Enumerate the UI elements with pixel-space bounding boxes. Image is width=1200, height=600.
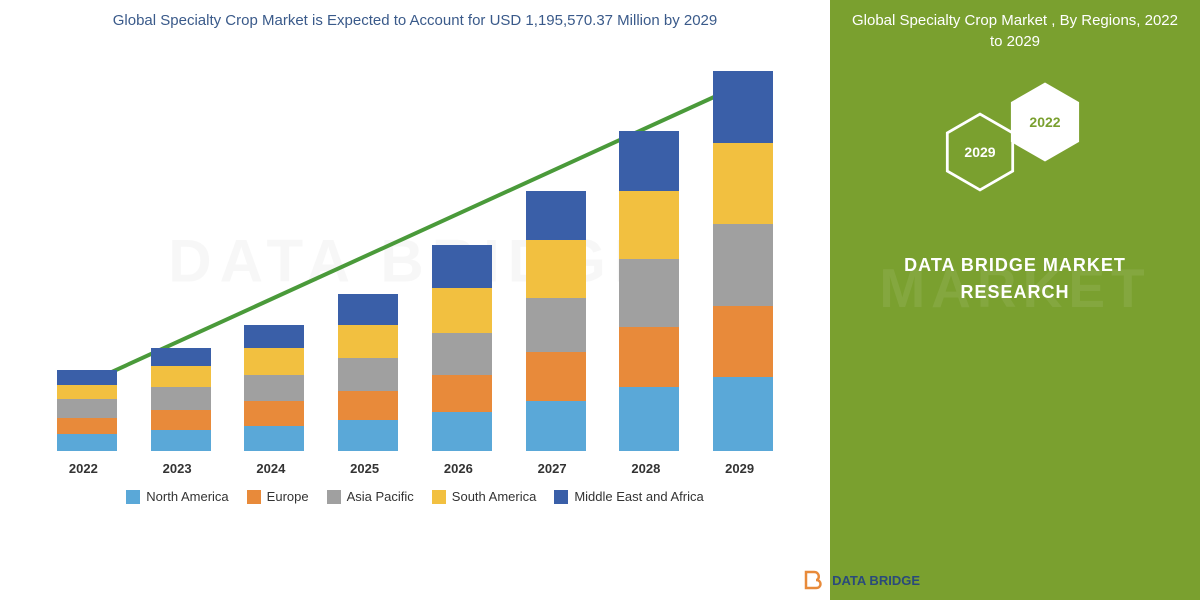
legend-label: Asia Pacific: [347, 489, 414, 504]
bar-segment-north-america: [338, 420, 398, 451]
bar-segment-north-america: [526, 401, 586, 451]
bar-segment-asia-pacific: [338, 358, 398, 391]
bar-segment-europe: [338, 391, 398, 420]
bar-stack: [526, 191, 586, 451]
bar-stack: [432, 245, 492, 451]
bar-segment-europe: [244, 401, 304, 426]
hexagon-2029: 2029: [945, 112, 1015, 192]
chart-area: DATA BRIDGE 2022202320242025202620272028…: [20, 41, 810, 481]
bar-stack: [619, 131, 679, 451]
x-axis-label: 2029: [725, 461, 754, 476]
bar-segment-europe: [713, 306, 773, 376]
legend-item-europe: Europe: [247, 489, 309, 504]
bar-segment-middle-east-and-africa: [338, 294, 398, 325]
bar-segment-europe: [619, 327, 679, 387]
chart-section: Global Specialty Crop Market is Expected…: [0, 0, 830, 600]
bar-group-2028: [614, 131, 684, 451]
bar-segment-asia-pacific: [151, 387, 211, 410]
bar-segment-south-america: [244, 348, 304, 375]
bar-group-2025: [333, 294, 403, 451]
bar-segment-middle-east-and-africa: [151, 348, 211, 367]
bar-group-2026: [427, 245, 497, 451]
chart-title: Global Specialty Crop Market is Expected…: [20, 10, 810, 31]
x-axis-label: 2023: [163, 461, 192, 476]
bottom-logo-text: DATA BRIDGE: [832, 573, 920, 588]
bar-segment-south-america: [526, 240, 586, 298]
bar-segment-south-america: [713, 143, 773, 224]
bar-stack: [713, 71, 773, 451]
legend: North America Europe Asia Pacific South Ame…: [20, 489, 810, 504]
bar-stack: [244, 325, 304, 451]
bar-segment-south-america: [151, 366, 211, 387]
bar-segment-middle-east-and-africa: [526, 191, 586, 241]
x-axis-label: 2025: [350, 461, 379, 476]
bar-segment-north-america: [151, 430, 211, 451]
bar-segment-asia-pacific: [432, 333, 492, 374]
side-panel: Global Specialty Crop Market , By Region…: [830, 0, 1200, 600]
bar-segment-asia-pacific: [244, 375, 304, 402]
bottom-logo-icon: [802, 568, 826, 592]
bar-stack: [338, 294, 398, 451]
bars-container: [40, 51, 790, 451]
bar-segment-asia-pacific: [57, 399, 117, 418]
legend-item-south-america: South America: [432, 489, 537, 504]
x-axis-label: 2026: [444, 461, 473, 476]
legend-item-north-america: North America: [126, 489, 228, 504]
bar-stack: [57, 370, 117, 451]
bar-segment-middle-east-and-africa: [432, 245, 492, 288]
bar-stack: [151, 348, 211, 451]
bar-group-2023: [146, 348, 216, 451]
bar-group-2024: [239, 325, 309, 451]
bar-segment-south-america: [432, 288, 492, 333]
bar-segment-middle-east-and-africa: [244, 325, 304, 348]
bar-group-2022: [52, 370, 122, 451]
bar-segment-europe: [57, 418, 117, 435]
hexagon-2022-label: 2022: [1029, 114, 1060, 130]
bar-segment-middle-east-and-africa: [57, 370, 117, 384]
x-axis-label: 2022: [69, 461, 98, 476]
x-axis-label: 2028: [631, 461, 660, 476]
bar-segment-europe: [151, 410, 211, 431]
bar-segment-middle-east-and-africa: [713, 71, 773, 143]
legend-swatch: [432, 490, 446, 504]
legend-label: Middle East and Africa: [574, 489, 703, 504]
bar-segment-europe: [432, 375, 492, 412]
legend-label: South America: [452, 489, 537, 504]
bar-group-2029: [708, 71, 778, 451]
bar-segment-north-america: [244, 426, 304, 451]
x-axis-label: 2024: [256, 461, 285, 476]
legend-item-middle-east-and-africa: Middle East and Africa: [554, 489, 703, 504]
legend-item-asia-pacific: Asia Pacific: [327, 489, 414, 504]
bar-segment-asia-pacific: [619, 259, 679, 327]
bar-segment-north-america: [619, 387, 679, 451]
main-container: Global Specialty Crop Market is Expected…: [0, 0, 1200, 600]
bar-group-2027: [521, 191, 591, 451]
hexagon-group: 2029 2022: [845, 82, 1185, 202]
bar-segment-south-america: [619, 191, 679, 259]
bar-segment-south-america: [338, 325, 398, 358]
side-watermark: MARKET: [879, 256, 1150, 320]
hexagon-2029-label: 2029: [964, 144, 995, 160]
x-axis-label: 2027: [538, 461, 567, 476]
bar-segment-asia-pacific: [713, 224, 773, 307]
bar-segment-asia-pacific: [526, 298, 586, 352]
legend-swatch: [554, 490, 568, 504]
legend-label: Europe: [267, 489, 309, 504]
bar-segment-north-america: [713, 377, 773, 451]
legend-swatch: [327, 490, 341, 504]
bar-segment-north-america: [57, 434, 117, 451]
bottom-logo: DATA BRIDGE: [802, 568, 920, 592]
legend-label: North America: [146, 489, 228, 504]
bar-segment-north-america: [432, 412, 492, 451]
bar-segment-europe: [526, 352, 586, 402]
hexagon-2022: 2022: [1010, 82, 1080, 162]
side-panel-title: Global Specialty Crop Market , By Region…: [845, 10, 1185, 52]
legend-swatch: [126, 490, 140, 504]
bar-segment-south-america: [57, 385, 117, 399]
bar-segment-middle-east-and-africa: [619, 131, 679, 191]
legend-swatch: [247, 490, 261, 504]
